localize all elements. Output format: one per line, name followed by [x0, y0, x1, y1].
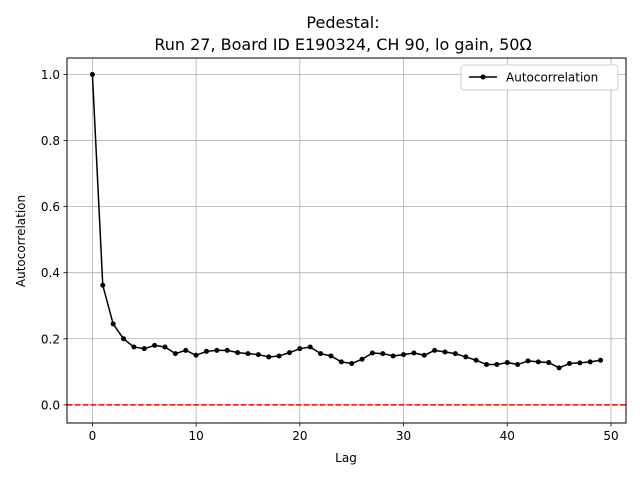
- data-point: [494, 362, 500, 368]
- y-axis-label: Autocorrelation: [14, 195, 28, 287]
- y-tick-label: 0.4: [41, 266, 60, 280]
- y-tick-label: 0.6: [41, 200, 60, 214]
- data-point: [598, 357, 604, 363]
- data-point: [359, 356, 365, 362]
- data-point: [214, 347, 220, 353]
- chart-title-line-1: Pedestal:: [306, 13, 379, 32]
- data-point: [297, 346, 303, 352]
- x-axis-label: Lag: [335, 451, 357, 465]
- data-point: [224, 347, 230, 353]
- data-point: [255, 352, 261, 358]
- data-point: [318, 351, 324, 357]
- data-point: [121, 336, 127, 342]
- x-tick-label: 20: [292, 429, 307, 443]
- data-point: [131, 344, 137, 350]
- data-point: [452, 351, 458, 357]
- data-point: [110, 321, 116, 327]
- data-point: [442, 349, 448, 355]
- chart-title: Pedestal: Run 27, Board ID E190324, CH 9…: [154, 13, 531, 54]
- data-point: [235, 350, 241, 356]
- data-point: [515, 362, 521, 368]
- data-point: [183, 347, 189, 353]
- data-point: [432, 347, 438, 353]
- data-point: [369, 350, 375, 356]
- data-point: [141, 346, 147, 352]
- data-point: [587, 359, 593, 365]
- data-point: [473, 357, 479, 363]
- x-tick-label: 30: [396, 429, 411, 443]
- data-point: [328, 353, 334, 359]
- data-point: [556, 365, 562, 371]
- x-tick-label: 10: [188, 429, 203, 443]
- data-point: [566, 361, 572, 367]
- data-point: [152, 342, 158, 348]
- data-point: [504, 360, 510, 366]
- axis-ticks: 0 10 20 30 40 50 0.0 0.2 0.4 0.6 0.8 1.0: [41, 68, 619, 443]
- legend-marker-swatch: [480, 74, 486, 80]
- chart-title-line-2: Run 27, Board ID E190324, CH 90, lo gain…: [154, 35, 531, 54]
- y-tick-label: 0.0: [41, 398, 60, 412]
- data-point: [577, 360, 583, 366]
- data-point: [162, 344, 168, 350]
- data-point: [245, 351, 251, 357]
- y-tick-label: 1.0: [41, 68, 60, 82]
- series-autocorrelation: [89, 72, 604, 371]
- x-tick-label: 40: [500, 429, 515, 443]
- data-point: [463, 354, 469, 360]
- data-point: [390, 353, 396, 359]
- data-point: [535, 359, 541, 365]
- data-point: [421, 352, 427, 358]
- data-point: [349, 361, 355, 367]
- data-point: [286, 350, 292, 356]
- data-point: [89, 72, 95, 78]
- legend-entry-autocorrelation: Autocorrelation: [506, 71, 598, 85]
- data-point: [411, 350, 417, 356]
- data-point: [276, 353, 282, 359]
- data-point: [484, 362, 490, 368]
- data-point: [338, 359, 344, 365]
- data-point: [401, 352, 407, 358]
- x-tick-label: 0: [89, 429, 97, 443]
- axes-frame: [66, 57, 627, 424]
- data-point: [546, 360, 552, 366]
- data-point: [307, 344, 313, 350]
- data-point: [266, 354, 272, 360]
- data-point: [100, 282, 106, 288]
- legend: Autocorrelation: [460, 64, 619, 91]
- data-point: [525, 358, 531, 364]
- y-tick-label: 0.2: [41, 332, 60, 346]
- data-point: [172, 351, 178, 357]
- data-point: [203, 348, 209, 354]
- data-point: [193, 352, 199, 358]
- x-tick-label: 50: [603, 429, 618, 443]
- y-tick-label: 0.8: [41, 134, 60, 148]
- data-point: [380, 351, 386, 357]
- legend-box: [460, 64, 619, 91]
